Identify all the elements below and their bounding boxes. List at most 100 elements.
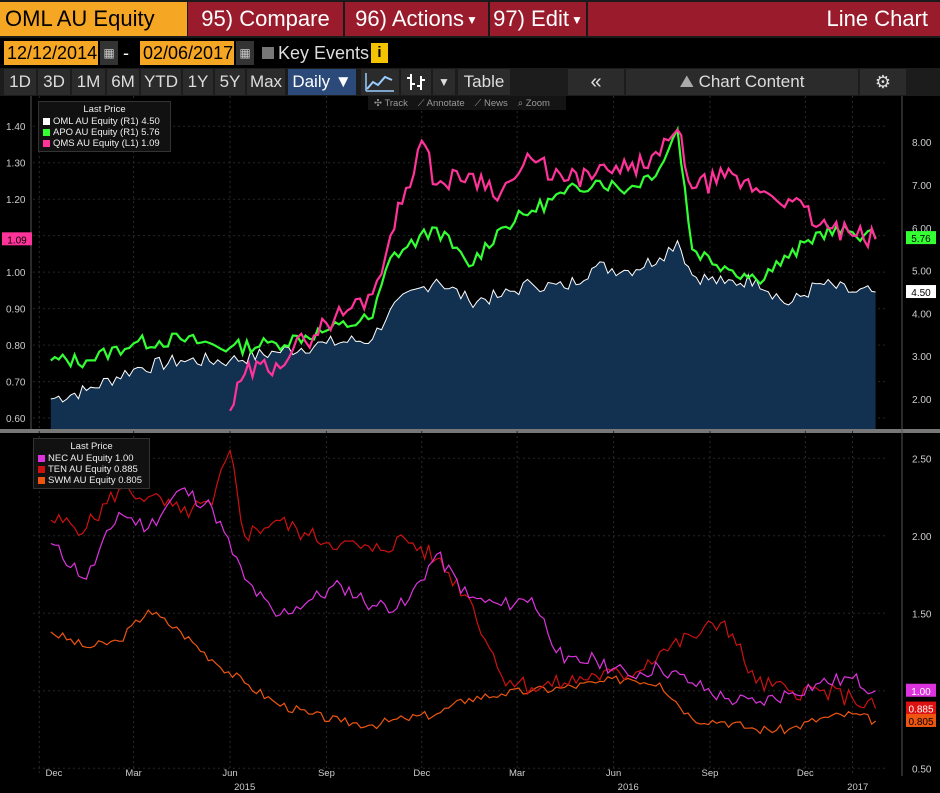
legend-label: NEC AU Equity 1.00	[48, 453, 134, 464]
track-tool[interactable]: ✣ Track	[374, 97, 408, 109]
track-label: Track	[384, 97, 408, 109]
table-button[interactable]: Table	[458, 69, 510, 95]
gear-icon[interactable]: ⚙	[860, 69, 906, 95]
x-axis-tick: Jun	[222, 768, 237, 779]
annotate-tool[interactable]: ⟋ Annotate	[417, 97, 465, 109]
ticker-field[interactable]: OML AU Equity	[0, 2, 187, 36]
chart-content-button[interactable]: ⛰ Chart Content	[626, 69, 858, 95]
series-qms-line	[229, 128, 877, 412]
period-1m[interactable]: 1M	[72, 69, 105, 95]
right-axis-tick: 4.00	[912, 309, 932, 320]
period-6m[interactable]: 6M	[107, 69, 139, 95]
left-axis-tick: 0.60	[6, 414, 26, 425]
legend-item-ten[interactable]: TEN AU Equity 0.885	[38, 464, 145, 475]
compare-label: 95) Compare	[201, 6, 330, 31]
news-label: News	[483, 97, 508, 109]
right-axis-tick: 6.00	[912, 224, 932, 235]
badge-ten: 0.885	[908, 705, 933, 716]
caret-down-icon: ▼	[465, 13, 478, 28]
date-range-bar: 12/12/2014 ▦ - 02/06/2017 ▦ Key Events i	[0, 38, 940, 68]
annotate-label: Annotate	[426, 97, 465, 109]
period-max[interactable]: Max	[247, 69, 285, 95]
line-chart-icon[interactable]	[361, 69, 399, 95]
x-axis-year-tick: 2015	[234, 782, 255, 793]
actions-button[interactable]: 96) Actions ▼	[345, 2, 488, 36]
edit-button[interactable]: 97) Edit ▼	[490, 2, 586, 36]
actions-label: 96) Actions	[355, 6, 464, 31]
legend-label: OML AU Equity (R1) 4.50	[53, 116, 160, 127]
left-axis-tick: 1.00	[6, 268, 26, 279]
chart-canvas[interactable]: 1.401.301.201.101.000.900.800.700.608.00…	[0, 96, 940, 793]
frequency-dropdown[interactable]: Daily ▼	[288, 69, 356, 95]
left-axis-tick: 1.30	[6, 159, 26, 170]
x-axis-tick: Jun	[606, 768, 621, 779]
x-axis-tick: Mar	[125, 768, 141, 779]
compare-button[interactable]: 95) Compare	[188, 2, 343, 36]
right-axis-tick: 2.00	[912, 395, 932, 406]
legend-swatch	[38, 455, 45, 462]
right-axis-tick: 1.50	[912, 609, 932, 620]
chart-content-icon: ⛰	[679, 72, 694, 91]
function-title-label: Line Chart	[826, 6, 928, 31]
end-date-input[interactable]: 02/06/2017	[140, 41, 234, 65]
start-date-input[interactable]: 12/12/2014	[4, 41, 98, 65]
x-axis-year-tick: 2016	[618, 782, 639, 793]
badge-swm: 0.805	[908, 717, 933, 728]
badge-oml-bg	[906, 285, 936, 299]
legend-item-nec[interactable]: NEC AU Equity 1.00	[38, 453, 145, 464]
left-axis-tick: 0.80	[6, 341, 26, 352]
chart-area[interactable]: 1.401.301.201.101.000.900.800.700.608.00…	[0, 96, 940, 793]
left-axis-tick: 0.90	[6, 305, 26, 316]
badge-qms-bg	[2, 232, 32, 246]
legend-item-swm[interactable]: SWM AU Equity 0.805	[38, 475, 145, 486]
badge-swm-bg	[906, 713, 936, 727]
edit-label: 97) Edit	[493, 6, 569, 31]
zoom-tool[interactable]: ⌕ Zoom	[517, 97, 550, 109]
right-axis-tick: 5.00	[912, 267, 932, 278]
series-swm-line	[50, 609, 876, 735]
legend-swatch	[38, 477, 45, 484]
series-nec-line	[50, 487, 876, 707]
collapse-icon[interactable]: «	[568, 69, 624, 95]
news-tool[interactable]: ⟋ News	[474, 97, 508, 109]
badge-apo-bg	[906, 231, 936, 245]
legend-item-oml[interactable]: OML AU Equity (R1) 4.50	[43, 116, 166, 127]
zoom-label: Zoom	[525, 97, 550, 109]
chart-mini-toolbar: ✣ Track ⟋ Annotate ⟋ News ⌕ Zoom	[368, 96, 566, 110]
panel-divider	[0, 429, 940, 433]
title-bar: OML AU Equity 95) Compare 96) Actions ▼ 9…	[0, 0, 940, 38]
x-axis-tick: Dec	[797, 768, 814, 779]
key-events-checkbox[interactable]	[262, 47, 274, 59]
info-icon[interactable]: i	[371, 43, 388, 63]
x-axis-tick: Sep	[702, 768, 719, 779]
legend-swatch	[43, 129, 50, 136]
legend-top-header: Last Price	[83, 104, 126, 115]
legend-label: QMS AU Equity (L1) 1.09	[53, 138, 160, 149]
chart-type-dropdown-icon[interactable]: ▼	[433, 69, 455, 95]
period-1y[interactable]: 1Y	[183, 69, 213, 95]
x-axis-year-tick: 2017	[847, 782, 868, 793]
toolbar: 1D 3D 1M 6M YTD 1Y 5Y Max Daily ▼ ▼ Tabl…	[0, 68, 940, 96]
badge-nec: 1.00	[911, 687, 931, 698]
calendar-icon[interactable]: ▦	[236, 41, 254, 65]
legend-label: TEN AU Equity 0.885	[48, 464, 138, 475]
x-axis-tick: Dec	[413, 768, 430, 779]
right-axis-tick: 8.00	[912, 138, 932, 149]
bottom-panel-bg	[0, 435, 940, 776]
key-events-label: Key Events	[278, 43, 370, 63]
function-title: Line Chart	[588, 2, 940, 36]
bar-chart-icon[interactable]	[401, 69, 431, 95]
legend-swatch	[43, 118, 50, 125]
period-1d[interactable]: 1D	[4, 69, 36, 95]
series-ten-line	[50, 448, 877, 709]
legend-item-apo[interactable]: APO AU Equity (R1) 5.76	[43, 127, 166, 138]
period-5y[interactable]: 5Y	[215, 69, 245, 95]
date-separator: -	[123, 43, 129, 63]
calendar-icon[interactable]: ▦	[100, 41, 118, 65]
legend-bottom: Last Price NEC AU Equity 1.00 TEN AU Equ…	[33, 438, 150, 489]
legend-item-qms[interactable]: QMS AU Equity (L1) 1.09	[43, 138, 166, 149]
period-3d[interactable]: 3D	[38, 69, 70, 95]
right-axis-tick: 0.50	[912, 764, 932, 775]
period-ytd[interactable]: YTD	[141, 69, 181, 95]
legend-bottom-header: Last Price	[70, 441, 113, 452]
